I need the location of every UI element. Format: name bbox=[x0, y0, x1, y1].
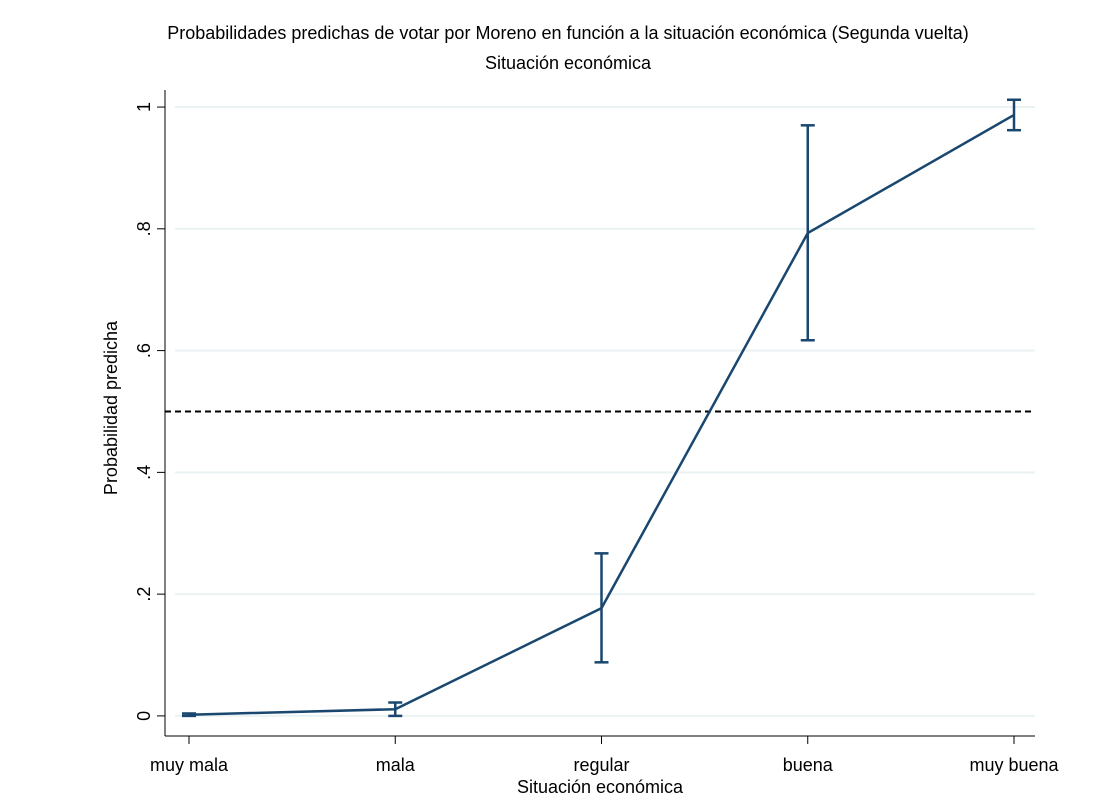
y-tick-label: .6 bbox=[134, 343, 154, 358]
x-tick-label: buena bbox=[783, 755, 834, 775]
chart-subtitle: Situación económica bbox=[485, 53, 652, 73]
chart-title: Probabilidades predichas de votar por Mo… bbox=[167, 23, 969, 43]
x-tick-label: muy mala bbox=[150, 755, 229, 775]
y-tick-label: .8 bbox=[134, 221, 154, 236]
x-tick-label: mala bbox=[376, 755, 416, 775]
y-tick-label: 0 bbox=[134, 711, 154, 721]
y-tick-label: 1 bbox=[134, 102, 154, 112]
x-axis-label: Situación económica bbox=[517, 777, 684, 797]
y-tick-label: .2 bbox=[134, 587, 154, 602]
x-tick-label: muy buena bbox=[969, 755, 1059, 775]
x-tick-label: regular bbox=[573, 755, 629, 775]
y-axis-label: Probabilidad predicha bbox=[101, 320, 121, 495]
y-tick-label: .4 bbox=[134, 465, 154, 480]
